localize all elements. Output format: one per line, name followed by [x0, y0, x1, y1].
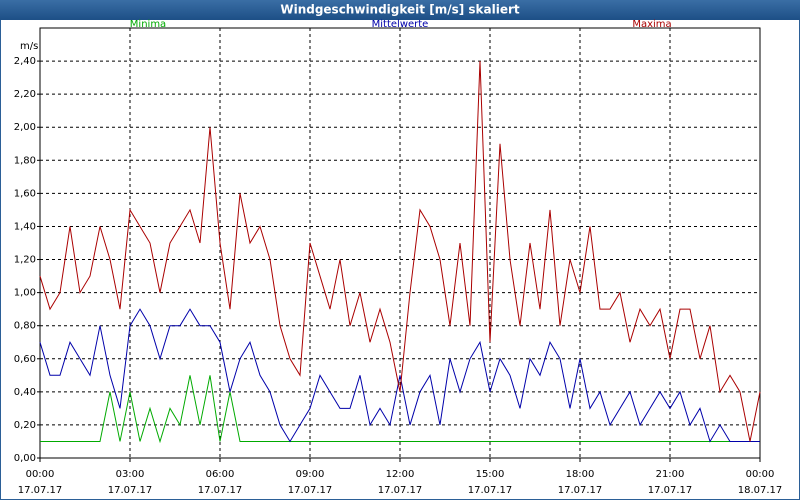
y-tick-label: 1,20	[14, 255, 36, 266]
x-tick-label: 15:00	[476, 469, 505, 480]
y-tick-label: 0,00	[14, 453, 36, 464]
x-tick-date: 17.07.17	[648, 485, 693, 496]
x-tick-date: 17.07.17	[18, 485, 63, 496]
x-tick-label: 21:00	[656, 469, 685, 480]
x-tick-label: 18:00	[566, 469, 595, 480]
x-tick-date: 17.07.17	[378, 485, 423, 496]
data-line	[40, 375, 760, 444]
x-tick-label: 00:00	[746, 469, 775, 480]
x-tick-date: 17.07.17	[468, 485, 513, 496]
y-tick-label: 0,60	[14, 354, 36, 365]
title-bar	[0, 0, 800, 20]
y-unit: m/s	[20, 41, 38, 52]
y-tick-label: 1,80	[14, 155, 36, 166]
legend-entry: Maxima	[632, 19, 671, 30]
y-tick-label: 0,80	[14, 321, 36, 332]
y-tick-label: 0,20	[14, 420, 36, 431]
y-tick-label: 1,00	[14, 288, 36, 299]
x-tick-label: 03:00	[116, 469, 145, 480]
x-tick-date: 17.07.17	[558, 485, 603, 496]
legend-entry: Mittelwerte	[372, 19, 429, 30]
chart-title: Windgeschwindigkeit [m/s] skaliert	[280, 3, 520, 17]
x-tick-label: 06:00	[206, 469, 235, 480]
x-tick-date: 17.07.17	[198, 485, 243, 496]
x-tick-label: 00:00	[26, 469, 55, 480]
y-tick-label: 0,40	[14, 387, 36, 398]
y-tick-label: 1,40	[14, 221, 36, 232]
y-tick-label: 2,40	[14, 56, 36, 67]
x-tick-label: 12:00	[386, 469, 415, 480]
x-tick-date: 17.07.17	[288, 485, 333, 496]
y-tick-label: 2,20	[14, 89, 36, 100]
data-line	[39, 61, 761, 442]
x-tick-date: 17.07.17	[108, 485, 153, 496]
legend-entry: Minima	[130, 19, 166, 30]
x-tick-label: 09:00	[296, 469, 325, 480]
x-tick-date: 18.07.17	[738, 485, 783, 496]
y-tick-label: 2,00	[14, 122, 36, 133]
data-line	[39, 308, 760, 443]
y-tick-label: 1,60	[14, 188, 36, 199]
